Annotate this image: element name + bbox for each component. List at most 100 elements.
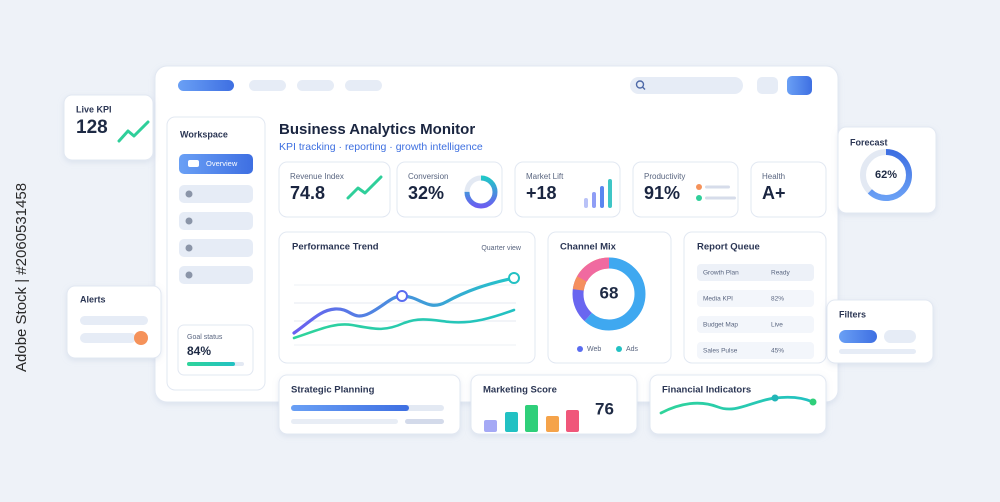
card-title: Channel Mix — [560, 242, 617, 253]
search-bar[interactable] — [630, 77, 743, 94]
queue-row[interactable] — [697, 264, 814, 281]
score-value: 76 — [595, 399, 614, 418]
filter-chip[interactable] — [884, 330, 916, 343]
kpi-card[interactable] — [750, 161, 827, 218]
icon-button[interactable] — [757, 77, 778, 94]
legend-label: Ads — [626, 346, 639, 353]
nav-dot — [185, 190, 193, 198]
primary-button[interactable] — [787, 76, 812, 95]
mini-bar — [608, 179, 612, 208]
kpi-label: Health — [762, 172, 785, 181]
kpi-card[interactable] — [278, 161, 391, 218]
nav-item[interactable] — [179, 212, 253, 230]
queue-status: Live — [771, 322, 783, 329]
kpi-card[interactable] — [632, 161, 739, 218]
kpi-label: Market Lift — [526, 172, 564, 181]
card-title: Alerts — [80, 294, 106, 304]
nav-item[interactable] — [179, 185, 253, 203]
progress-bar — [291, 405, 409, 411]
trend-marker[interactable] — [508, 272, 520, 284]
alert-item[interactable] — [80, 316, 148, 325]
mini-bar — [546, 416, 559, 432]
ring-value: 62% — [875, 169, 897, 181]
live-kpi-card — [63, 94, 154, 161]
legend-line — [705, 185, 730, 189]
filters-card — [826, 299, 934, 364]
legend-dot — [616, 346, 622, 352]
queue-name: Budget Map — [703, 322, 738, 329]
queue-status: Ready — [771, 270, 791, 277]
card-title: Strategic Planning — [291, 385, 375, 396]
page-title: Business Analytics Monitor — [279, 121, 475, 138]
period-toggle[interactable]: Quarter view — [481, 245, 522, 252]
financial-card — [649, 374, 827, 435]
donut-segment — [572, 257, 646, 331]
card-title: Filters — [839, 309, 866, 319]
nav-label: Overview — [206, 159, 238, 168]
card-title: Performance Trend — [292, 242, 379, 253]
sidebar-title: Workspace — [180, 129, 228, 139]
nav-dot — [185, 244, 193, 252]
goal-value: 84% — [187, 344, 211, 358]
legend-line — [705, 196, 736, 200]
goal-progress — [187, 362, 235, 366]
nav-item[interactable] — [179, 239, 253, 257]
legend-dot — [577, 346, 583, 352]
queue-status: 82% — [771, 296, 784, 303]
kpi-label: Revenue Index — [290, 172, 344, 181]
wave-marker — [771, 394, 779, 402]
card-title: Financial Indicators — [662, 385, 751, 396]
mini-bar — [484, 420, 497, 432]
placeholder-line — [839, 349, 916, 354]
trend-marker[interactable] — [396, 290, 408, 302]
queue-row[interactable] — [697, 290, 814, 307]
nav-dot — [185, 271, 193, 279]
legend-dot — [696, 184, 702, 190]
queue-status: 45% — [771, 348, 784, 355]
search-icon — [642, 86, 646, 90]
ring — [860, 149, 912, 201]
filter-chip[interactable] — [839, 330, 877, 343]
nav-item[interactable] — [179, 266, 253, 284]
donut-segment — [577, 257, 610, 282]
nav-pill[interactable] — [249, 80, 286, 91]
alert-item[interactable] — [80, 333, 136, 343]
alert-badge — [134, 331, 148, 345]
legend-dot — [696, 195, 702, 201]
nav-dot — [185, 217, 193, 225]
nav-pill[interactable] — [345, 80, 382, 91]
queue-name: Media KPI — [703, 296, 733, 303]
kpi-value: A+ — [762, 183, 786, 203]
mini-bar — [505, 412, 518, 432]
sparkline — [117, 120, 150, 143]
nav-active[interactable] — [179, 154, 253, 174]
queue-name: Sales Pulse — [703, 348, 738, 355]
kpi-value: 74.8 — [290, 183, 325, 203]
wave-marker — [809, 398, 817, 406]
nav-pill[interactable] — [297, 80, 334, 91]
queue-row[interactable] — [697, 342, 814, 359]
mini-bar — [600, 186, 604, 208]
placeholder-line — [291, 419, 398, 424]
trend-line — [292, 276, 516, 335]
kpi-value: +18 — [526, 183, 557, 203]
nav-icon — [188, 160, 199, 167]
mini-bar — [525, 405, 538, 432]
queue-row[interactable] — [697, 316, 814, 333]
sparkline — [346, 175, 383, 200]
forecast-card — [837, 126, 937, 214]
queue-name: Growth Plan — [703, 270, 739, 277]
goal-label: Goal status — [187, 334, 223, 341]
donut-value: 68 — [600, 283, 619, 302]
mini-bar — [584, 198, 588, 208]
card-title: Live KPI — [76, 104, 112, 114]
card-title: Forecast — [850, 137, 888, 147]
ring — [464, 175, 498, 209]
watermark: Adobe Stock | #2060531458 — [13, 183, 30, 372]
channel-card — [547, 231, 672, 364]
kpi-value: 32% — [408, 183, 444, 203]
wave-line — [659, 395, 815, 415]
page-subtitle: KPI tracking · reporting · growth intell… — [279, 141, 483, 153]
kpi-label: Conversion — [408, 172, 448, 181]
